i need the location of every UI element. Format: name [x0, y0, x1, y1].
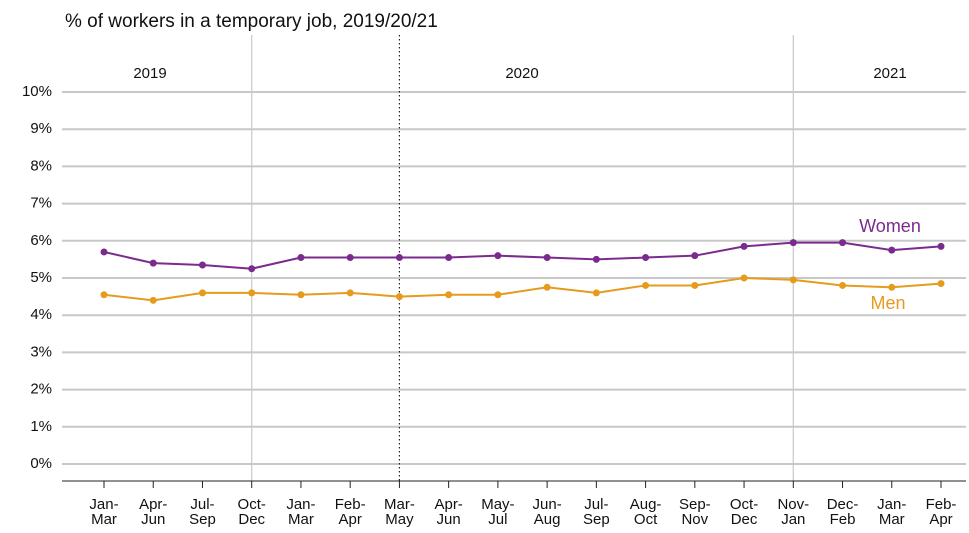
x-tick-label: Sep-Nov: [679, 496, 711, 528]
y-tick-label: 3%: [30, 343, 52, 360]
x-tick-label: Jan-Mar: [877, 496, 906, 528]
x-tick-label: Aug-Oct: [630, 496, 662, 528]
chart-title: % of workers in a temporary job, 2019/20…: [65, 11, 438, 32]
x-tick-label: Oct-Dec: [730, 496, 758, 528]
data-point: [346, 254, 354, 262]
data-point: [198, 289, 206, 297]
x-tick-label: Jul-Sep: [189, 496, 216, 528]
y-tick-label: 0%: [30, 455, 52, 472]
x-tick-label: Feb-Apr: [335, 496, 366, 528]
data-point: [937, 242, 945, 250]
data-point: [297, 254, 305, 262]
series-line: [103, 241, 942, 270]
data-point: [198, 261, 206, 269]
x-tick-label: Dec-Feb: [827, 496, 859, 528]
data-point: [248, 289, 256, 297]
x-tick-label: Jan-Mar: [89, 496, 118, 528]
data-point: [445, 291, 453, 299]
data-point: [100, 291, 108, 299]
y-tick-label: 1%: [30, 418, 52, 435]
series-line: [103, 276, 942, 302]
series-label: Women: [859, 216, 921, 236]
data-point: [494, 291, 502, 299]
year-label: 2020: [505, 65, 538, 82]
x-tick-label: May-Jul: [481, 496, 514, 528]
y-tick-label: 10%: [22, 83, 52, 100]
data-point: [789, 239, 797, 247]
y-tick-label: 9%: [30, 120, 52, 137]
x-tick-label: Feb-Apr: [926, 496, 957, 528]
x-tick-label: Apr-Jun: [434, 496, 462, 528]
x-tick-label: Nov-Jan: [777, 496, 809, 528]
x-tick-label: Jun-Aug: [533, 496, 562, 528]
data-point: [445, 254, 453, 262]
data-point: [839, 281, 847, 289]
data-point: [592, 289, 600, 297]
data-point: [395, 254, 403, 262]
data-point: [592, 255, 600, 263]
data-point: [494, 252, 502, 260]
data-point: [543, 283, 551, 291]
x-tick-label: Jan-Mar: [286, 496, 315, 528]
y-tick-label: 2%: [30, 381, 52, 398]
data-point: [149, 296, 157, 304]
data-point: [297, 291, 305, 299]
series-label: Men: [870, 293, 905, 313]
data-point: [937, 280, 945, 288]
data-point: [100, 248, 108, 256]
data-point: [642, 254, 650, 262]
y-tick-label: 5%: [30, 269, 52, 286]
data-point: [248, 265, 256, 273]
x-tick-label: Oct-Dec: [238, 496, 266, 528]
x-tick-label: Jul-Sep: [583, 496, 610, 528]
data-point: [691, 252, 699, 260]
data-point: [149, 259, 157, 267]
y-tick-label: 4%: [30, 306, 52, 323]
year-label: 2021: [873, 65, 906, 82]
x-tick-label: Mar-May: [384, 496, 415, 528]
data-point: [395, 293, 403, 301]
data-point: [789, 276, 797, 284]
data-point: [642, 281, 650, 289]
y-tick-label: 8%: [30, 157, 52, 174]
data-point: [740, 274, 748, 282]
year-label: 2019: [133, 65, 166, 82]
data-point: [691, 281, 699, 289]
data-point: [888, 283, 896, 291]
x-tick-label: Apr-Jun: [139, 496, 167, 528]
data-point: [839, 239, 847, 247]
y-tick-label: 6%: [30, 232, 52, 249]
y-tick-label: 7%: [30, 195, 52, 212]
data-point: [888, 246, 896, 254]
data-point: [740, 242, 748, 250]
data-point: [543, 254, 551, 262]
data-point: [346, 289, 354, 297]
